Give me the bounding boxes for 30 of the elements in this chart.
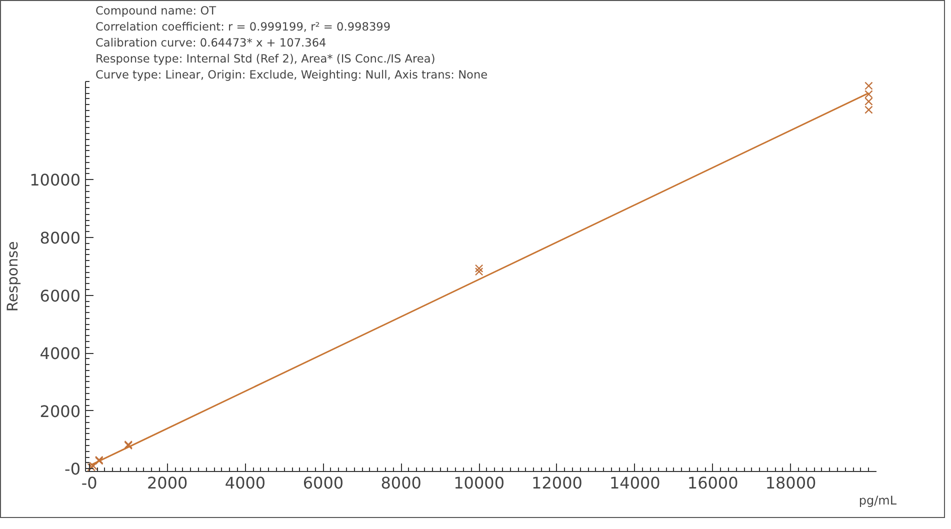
x-tick-label: 18000	[765, 474, 816, 492]
y-tick-label: -0	[64, 460, 80, 479]
chart-title: Compound name: OT	[96, 4, 216, 18]
text: Curve type: Linear, Origin: Exclude, Weighting: Null, Axis trans: None	[96, 68, 488, 82]
y-tick-label: 6000	[40, 286, 80, 306]
point	[864, 106, 873, 114]
y-tick-label: 2000	[40, 402, 80, 421]
point	[864, 97, 873, 106]
point	[864, 90, 873, 98]
x-tick-label: 2000	[146, 474, 188, 492]
x-tick-label: 10000	[454, 474, 505, 492]
y-axis-title: Response	[4, 241, 22, 312]
x-tick-label: 6000	[302, 474, 344, 492]
x-axis-title: pg/mL	[858, 494, 897, 508]
x-tick-label: 16000	[687, 474, 738, 492]
text: Correlation coefficient: r = 0.999199, r² = 0.998399	[96, 20, 391, 34]
x-tick-label: 8000	[380, 474, 422, 492]
x-tick-label: 14000	[609, 474, 660, 492]
y-tick-label: 10000	[30, 170, 81, 190]
point	[864, 82, 873, 90]
x-tick-label: 12000	[532, 474, 582, 492]
y-tick-label: 4000	[40, 344, 80, 364]
x-tick-label: -0	[81, 474, 98, 492]
point	[89, 462, 98, 470]
x-tick-label: 4000	[224, 474, 266, 492]
point	[474, 267, 484, 276]
text: Calibration curve: 0.64473* x + 107.364	[96, 36, 326, 50]
point	[474, 264, 484, 273]
y-tick-label: 8000	[40, 228, 80, 248]
text: Response type: Internal Std (Ref 2), Area* (IS Conc./IS Area)	[96, 52, 436, 66]
